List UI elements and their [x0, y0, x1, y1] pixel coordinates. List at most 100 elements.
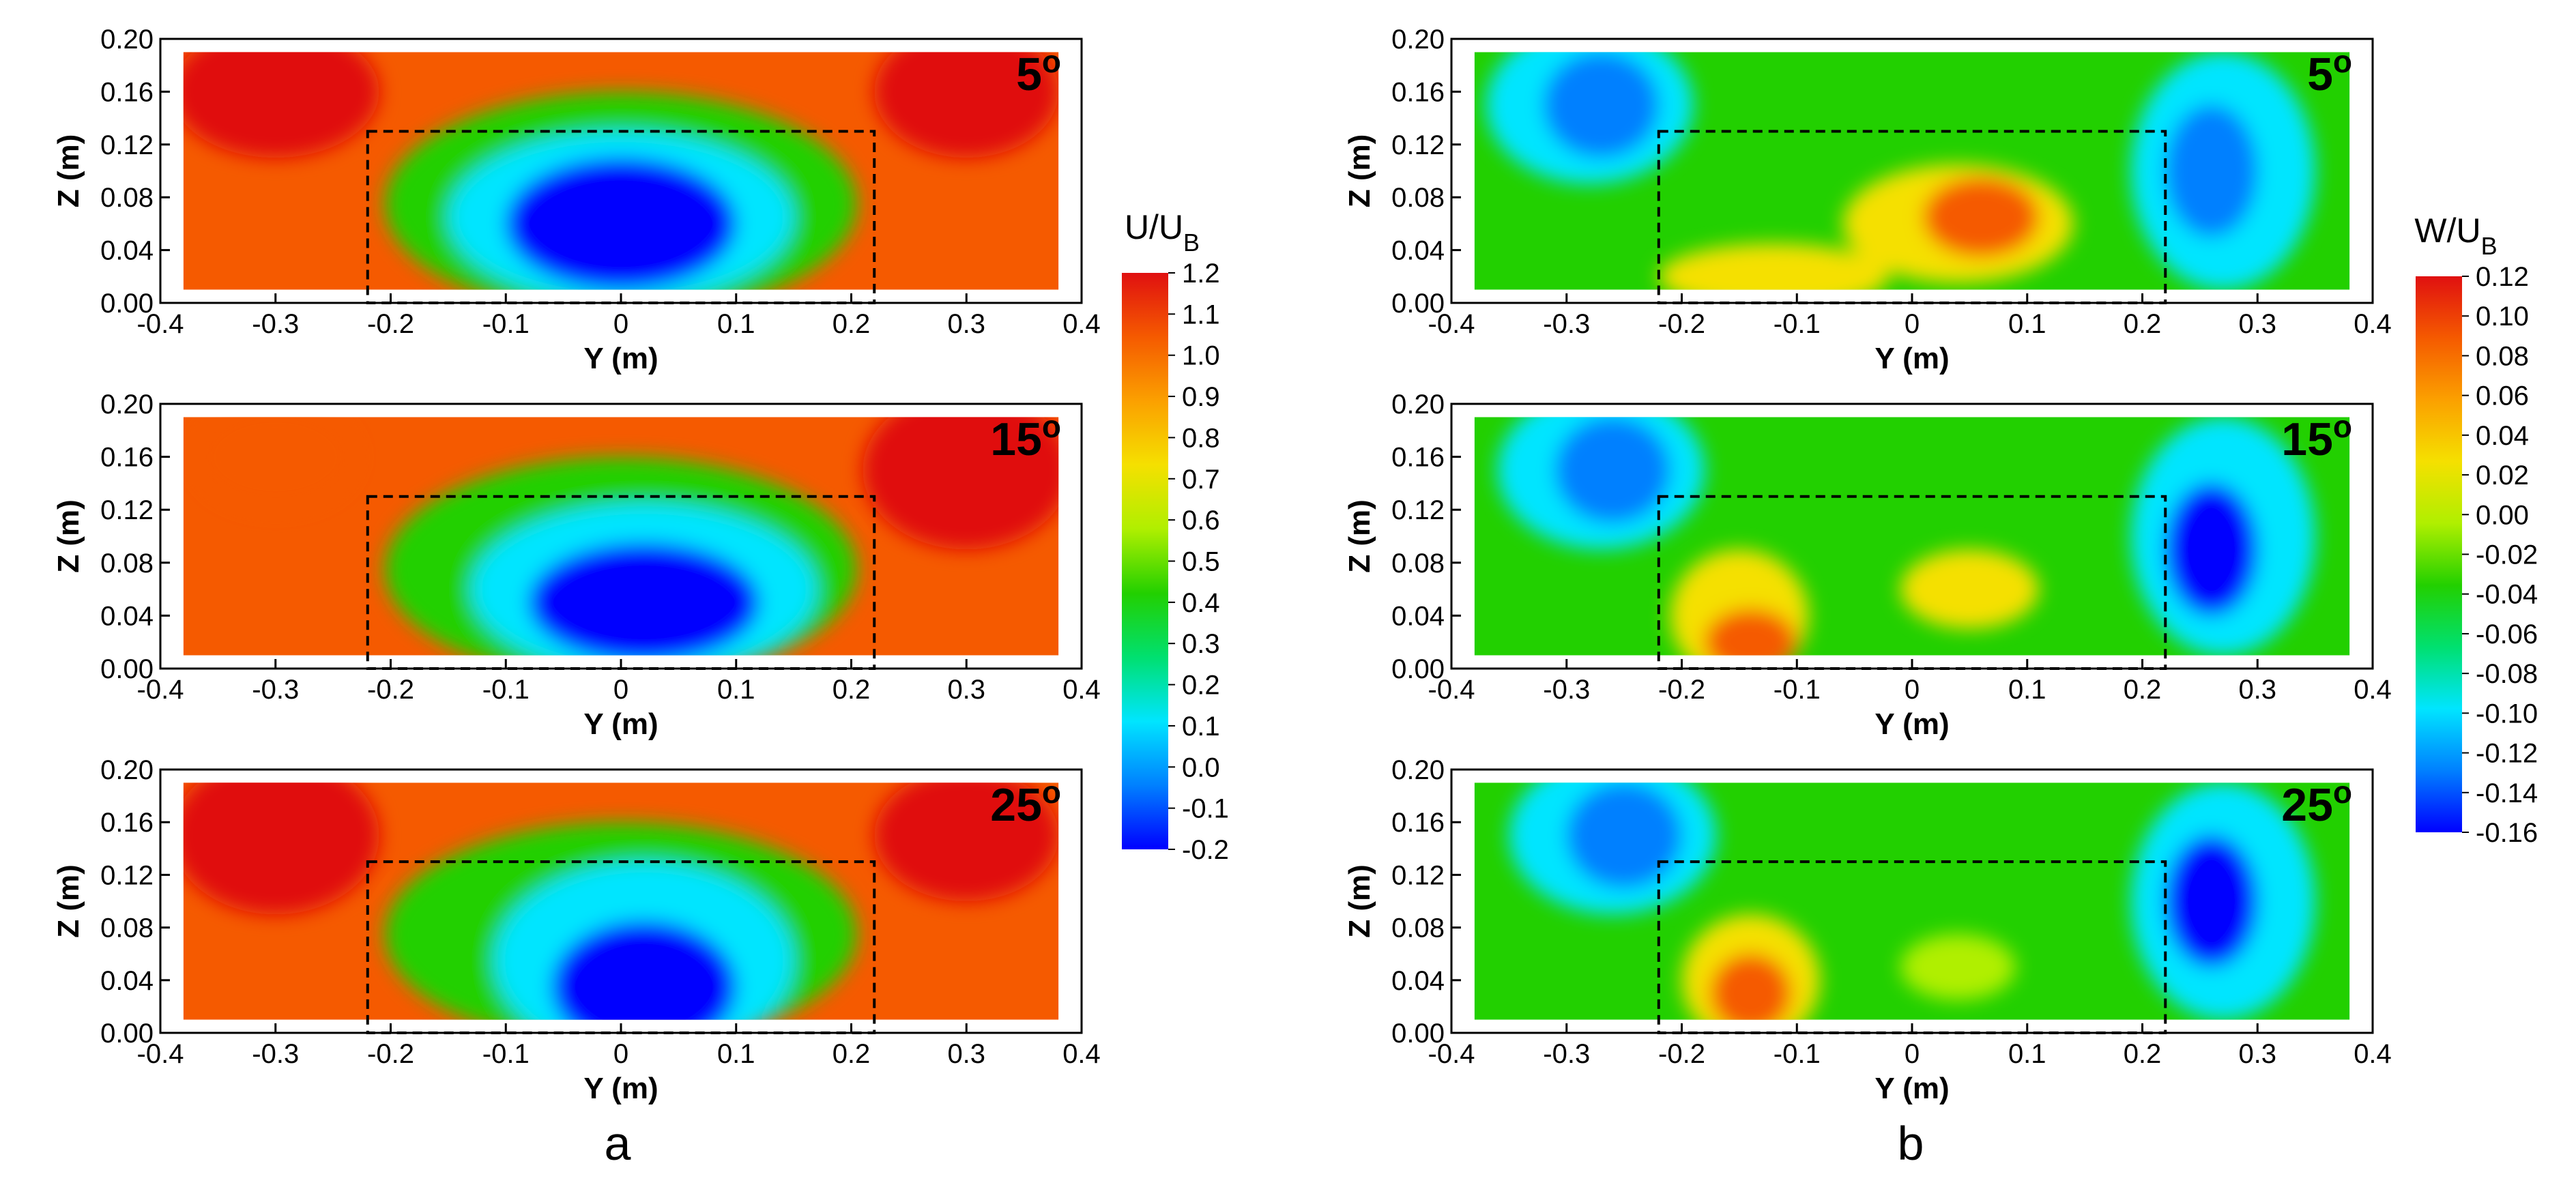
angle-label: 15o: [2281, 409, 2352, 465]
x-axis-title: Y (m): [583, 342, 658, 375]
x-tick-label: 0: [1905, 309, 1920, 339]
x-tick-label: -0.3: [252, 309, 299, 339]
x-tick-label: 0.3: [947, 675, 985, 705]
y-tick-label: 0.16: [1391, 77, 1445, 107]
x-tick-label: -0.3: [1543, 1039, 1590, 1069]
colorbar-tick-label: 0.10: [2476, 302, 2529, 332]
colorbar-tick-label: -0.14: [2476, 778, 2538, 808]
x-tick-label: -0.2: [367, 309, 414, 339]
angle-label: 5o: [1016, 44, 1061, 100]
y-tick-label: 0.08: [1391, 183, 1445, 213]
x-tick-label: -0.1: [482, 309, 530, 339]
contour-field: [1474, 417, 2350, 656]
x-tick-label: 0.2: [833, 1039, 871, 1069]
colorbar-tick-label: 1.0: [1182, 341, 1220, 371]
x-tick-label: 0.2: [2124, 309, 2162, 339]
x-axis-title: Y (m): [1875, 707, 1949, 741]
y-tick-label: 0.12: [1391, 860, 1445, 890]
colorbar-tick-label: -0.12: [2476, 739, 2538, 769]
panel-letter-a: a: [605, 1117, 631, 1170]
x-tick-label: 0.4: [1062, 1039, 1101, 1069]
x-tick-label: 0.2: [2124, 1039, 2162, 1069]
y-tick-label: 0.12: [100, 860, 154, 890]
contour-panel-a-1: -0.4 -0.3 -0.2 -0.1 0 0.1 0.2 0.3 0.4 0.00 0.04 0.0…: [52, 390, 1101, 741]
colorbar-tick-label: 0.8: [1182, 423, 1220, 453]
y-tick-label: 0.16: [100, 77, 154, 107]
x-tick-label: -0.2: [1658, 1039, 1705, 1069]
colorbar-tick-label: 0.4: [1182, 588, 1220, 618]
contour-field: [183, 417, 1059, 656]
y-tick-label: 0.04: [100, 966, 154, 996]
x-tick-label: 0.1: [2008, 1039, 2046, 1069]
colorbar-tick-label: -0.08: [2476, 659, 2538, 689]
x-tick-label: 0.4: [1062, 675, 1101, 705]
colorbar-tick-label: 0.04: [2476, 421, 2529, 451]
colorbar-tick-label: 0.02: [2476, 460, 2529, 491]
y-axis-title: Z (m): [1343, 864, 1376, 938]
y-axis-title: Z (m): [52, 499, 85, 573]
colorbar-tick-label: 0.2: [1182, 671, 1220, 701]
x-tick-label: 0: [613, 309, 628, 339]
x-tick-label: -0.4: [137, 1039, 184, 1069]
contour-blob: [1900, 549, 2039, 629]
colorbar-tick-label: 0.00: [2476, 500, 2529, 530]
contour-blob: [2165, 483, 2258, 616]
y-tick-label: 0.20: [100, 390, 154, 420]
y-tick-label: 0.12: [1391, 495, 1445, 525]
contour-blob: [1544, 52, 1659, 158]
x-tick-label: -0.2: [1658, 309, 1705, 339]
y-tick-label: 0.04: [100, 236, 154, 266]
y-tick-label: 0.04: [100, 601, 154, 631]
x-tick-label: -0.4: [137, 675, 184, 705]
colorbar-b: 0.12 0.10 0.08 0.06 0.04 0.02 0.00 -0.02 -0.04 -0…: [2414, 211, 2538, 848]
contour-blob: [194, 417, 356, 510]
contour-blob: [183, 52, 379, 158]
y-tick-label: 0.04: [1391, 966, 1445, 996]
contour-panel-b-3: -0.4 -0.3 -0.2 -0.1 0 0.1 0.2 0.3 0.4 0.00 0.04 0.0…: [1343, 25, 2392, 375]
y-tick-label: 0.20: [1391, 755, 1445, 785]
colorbar-tick-label: -0.04: [2476, 580, 2538, 610]
y-tick-label: 0.00: [100, 289, 154, 319]
x-tick-label: 0.3: [2238, 309, 2276, 339]
contour-blob: [1658, 243, 1890, 290]
angle-label: 25o: [2281, 774, 2352, 831]
contour-panel-a-0: -0.4 -0.3 -0.2 -0.1 0 0.1 0.2 0.3 0.4 0.00 0.04 0.0…: [52, 25, 1101, 375]
colorbar-tick-label: -0.02: [2476, 540, 2538, 570]
y-tick-label: 0.16: [100, 808, 154, 838]
x-tick-label: -0.3: [252, 1039, 299, 1069]
x-tick-label: 0: [613, 1039, 628, 1069]
y-tick-label: 0.08: [1391, 548, 1445, 579]
x-tick-label: 0.4: [1062, 309, 1101, 339]
contour-field: [1474, 782, 2350, 1020]
contour-blob: [1900, 934, 2016, 1000]
y-tick-label: 0.20: [100, 25, 154, 55]
x-tick-label: 0.3: [947, 309, 985, 339]
contour-blob: [183, 782, 379, 915]
x-axis-title: Y (m): [1875, 342, 1949, 375]
y-tick-label: 0.04: [1391, 601, 1445, 631]
colorbar-tick-label: -0.1: [1182, 794, 1229, 824]
y-tick-label: 0.04: [1391, 236, 1445, 266]
x-tick-label: 0: [613, 675, 628, 705]
contour-panel-b-4: -0.4 -0.3 -0.2 -0.1 0 0.1 0.2 0.3 0.4 0.00 0.04 0.0…: [1343, 390, 2392, 741]
x-tick-label: 0.1: [717, 675, 755, 705]
x-axis-title: Y (m): [1875, 1072, 1949, 1105]
x-axis-title: Y (m): [583, 707, 658, 741]
y-tick-label: 0.20: [1391, 390, 1445, 420]
x-axis-title: Y (m): [583, 1072, 658, 1105]
x-tick-label: 0.4: [2354, 675, 2392, 705]
contour-field: [183, 782, 1059, 1020]
contour-field: [1474, 52, 2350, 290]
x-tick-label: -0.3: [1543, 309, 1590, 339]
angle-label: 15o: [990, 409, 1061, 465]
x-tick-label: -0.2: [367, 675, 414, 705]
y-tick-label: 0.08: [100, 183, 154, 213]
y-tick-label: 0.00: [1391, 289, 1445, 319]
angle-label: 5o: [2307, 44, 2352, 100]
colorbar-tick-label: -0.2: [1182, 835, 1229, 865]
x-tick-label: -0.2: [367, 1039, 414, 1069]
y-axis-title: Z (m): [1343, 134, 1376, 208]
y-tick-label: 0.12: [100, 130, 154, 160]
colorbar-tick-label: 0.5: [1182, 547, 1220, 577]
